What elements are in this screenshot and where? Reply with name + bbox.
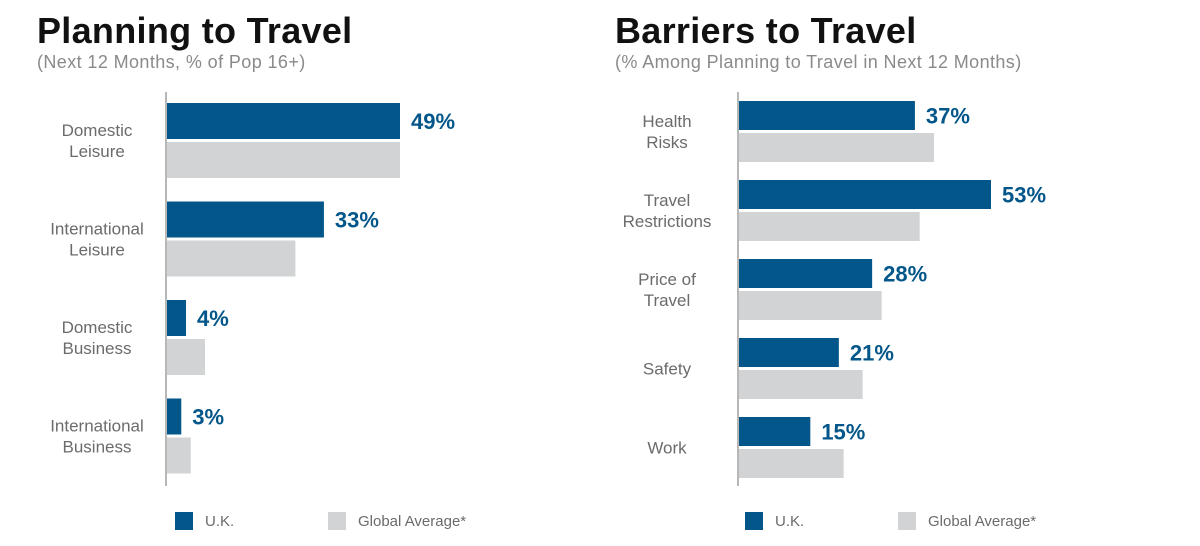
bar-global xyxy=(739,291,882,320)
bar-uk xyxy=(739,180,991,209)
data-label-uk: 15% xyxy=(821,420,865,445)
category-label-line: Travel xyxy=(644,291,691,310)
category-label-line: International xyxy=(50,220,144,239)
category-label-line: Safety xyxy=(643,360,692,379)
bar-global xyxy=(739,370,863,399)
category-label: Price of Travel xyxy=(638,270,696,310)
legend-swatch-uk xyxy=(745,512,763,530)
bar-uk xyxy=(739,338,839,367)
category-label-line: Leisure xyxy=(69,241,125,260)
legend-item-global: Global Average* xyxy=(328,512,466,530)
category-label: Health Risks xyxy=(642,112,691,152)
legend-label-uk: U.K. xyxy=(205,512,235,530)
bar-uk xyxy=(739,417,811,446)
bar-global xyxy=(167,142,400,178)
chart-title: Barriers to Travel xyxy=(615,10,917,51)
data-label-uk: 37% xyxy=(926,104,970,129)
data-label-uk: 4% xyxy=(197,306,229,331)
bar-global xyxy=(167,240,296,277)
legend-label-global: Global Average* xyxy=(358,512,467,530)
data-label-uk: 49% xyxy=(411,109,455,134)
data-label-uk: 33% xyxy=(335,208,379,233)
legend-item-uk: U.K. xyxy=(745,512,804,530)
category-label-line: Health xyxy=(642,112,691,131)
category-label: Safety xyxy=(643,360,692,379)
legend-label-global: Global Average* xyxy=(928,512,1037,530)
category-label-line: Risks xyxy=(646,133,688,152)
category-label: Travel Restrictions xyxy=(623,191,712,231)
category-label-line: Leisure xyxy=(69,142,125,161)
category-label: Work xyxy=(647,439,687,458)
bar-uk xyxy=(167,103,400,139)
legend-swatch-uk xyxy=(175,512,193,530)
planning-bar-chart: Domestic Leisure 49% International Leisure 33… xyxy=(50,92,455,486)
chart-subtitle: (Next 12 Months, % of Pop 16+) xyxy=(37,52,306,72)
category-label: Domestic Business xyxy=(62,318,133,358)
category-label: International Leisure xyxy=(50,220,144,260)
category-label-line: Work xyxy=(647,439,687,458)
legend-swatch-global xyxy=(898,512,916,530)
category-label-line: Business xyxy=(63,339,132,358)
legend-item-uk: U.K. xyxy=(175,512,234,530)
category-label-line: Travel xyxy=(644,191,691,210)
category-label-line: Price of xyxy=(638,270,696,289)
category-label-line: Restrictions xyxy=(623,212,712,231)
planning-panel: Planning to Travel (Next 12 Months, % of… xyxy=(0,0,590,546)
bar-uk xyxy=(739,101,915,130)
legend-label-uk: U.K. xyxy=(775,512,805,530)
category-label-line: Domestic xyxy=(62,121,133,140)
chart-title: Planning to Travel xyxy=(37,10,353,51)
category-label-line: Business xyxy=(63,438,132,457)
bar-global xyxy=(167,339,206,375)
data-label-uk: 3% xyxy=(192,405,224,430)
bar-global xyxy=(739,449,844,478)
barriers-panel: Barriers to Travel (% Among Planning to … xyxy=(590,0,1200,546)
data-label-uk: 28% xyxy=(883,262,927,287)
bar-global xyxy=(739,212,920,241)
bar-uk xyxy=(167,398,182,435)
data-label-uk: 21% xyxy=(850,341,894,366)
category-label-line: International xyxy=(50,417,144,436)
bar-global xyxy=(739,133,934,162)
bar-uk xyxy=(167,300,187,336)
chart-subtitle: (% Among Planning to Travel in Next 12 M… xyxy=(615,52,1022,72)
category-label: International Business xyxy=(50,417,144,457)
bar-global xyxy=(167,437,191,474)
data-label-uk: 53% xyxy=(1002,183,1046,208)
legend-swatch-global xyxy=(328,512,346,530)
bar-uk xyxy=(167,201,324,238)
legend-item-global: Global Average* xyxy=(898,512,1036,530)
barriers-bar-chart: Health Risks 37% Travel Restrictions 53% Price… xyxy=(623,92,1046,486)
category-label: Domestic Leisure xyxy=(62,121,133,161)
category-label-line: Domestic xyxy=(62,318,133,337)
bar-uk xyxy=(739,259,873,288)
